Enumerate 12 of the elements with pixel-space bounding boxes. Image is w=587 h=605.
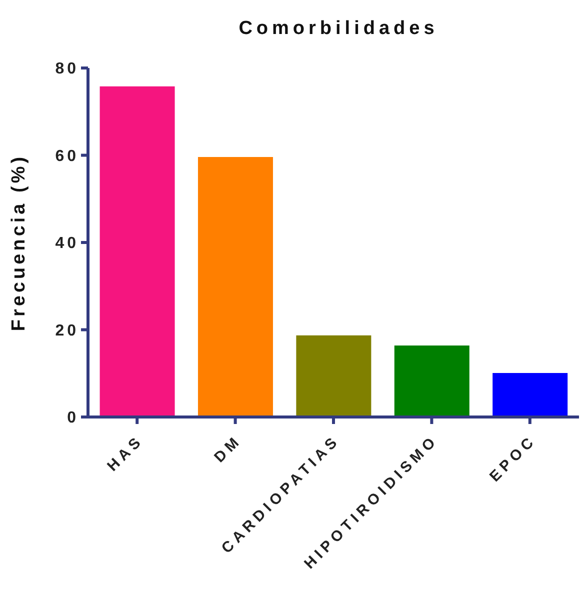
y-tick-label: 40 — [55, 235, 79, 252]
bar — [296, 335, 372, 417]
y-tick-label: 60 — [55, 148, 79, 165]
y-axis-title: Frecuencia (%) — [8, 154, 30, 332]
bar — [100, 86, 175, 417]
y-tick-label: 80 — [55, 60, 79, 78]
bar — [394, 345, 470, 417]
y-tick-label: 0 — [67, 410, 79, 427]
chart-title: Comorbilidades — [238, 18, 440, 40]
y-tick-label: 20 — [55, 322, 79, 340]
bar — [492, 372, 568, 417]
bar — [198, 156, 273, 417]
